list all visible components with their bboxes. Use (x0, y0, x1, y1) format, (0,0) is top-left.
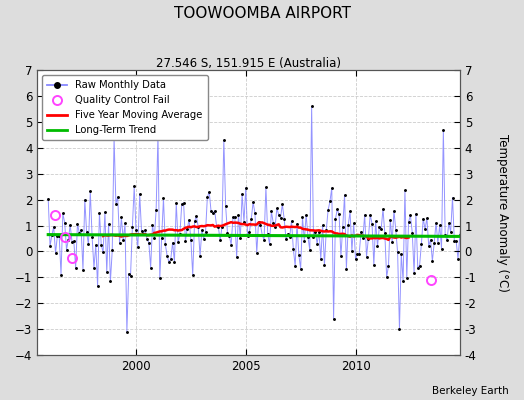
Title: 27.546 S, 151.915 E (Australia): 27.546 S, 151.915 E (Australia) (156, 57, 341, 70)
Text: Berkeley Earth: Berkeley Earth (432, 386, 508, 396)
Y-axis label: Temperature Anomaly (°C): Temperature Anomaly (°C) (496, 134, 509, 292)
Text: TOOWOOMBA AIRPORT: TOOWOOMBA AIRPORT (173, 6, 351, 21)
Legend: Raw Monthly Data, Quality Control Fail, Five Year Moving Average, Long-Term Tren: Raw Monthly Data, Quality Control Fail, … (42, 75, 208, 140)
